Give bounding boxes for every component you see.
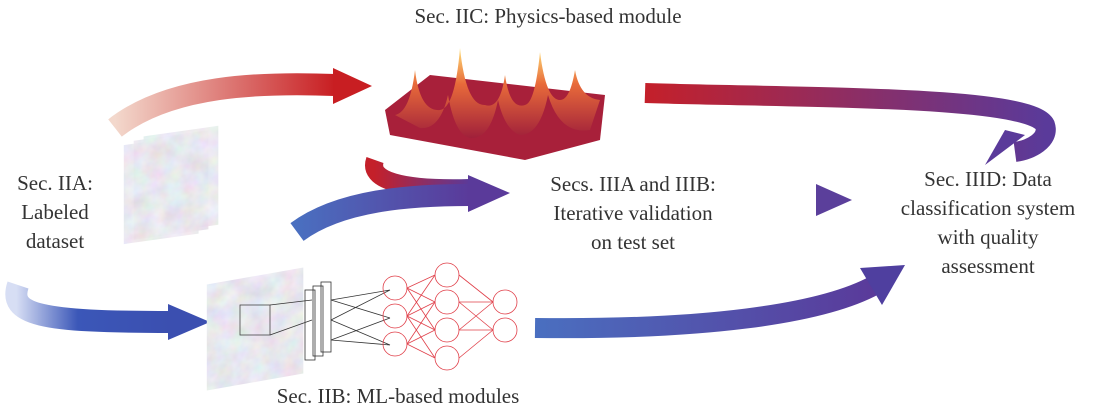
physics-surface: [385, 48, 605, 160]
node-label: with quality: [938, 225, 1039, 249]
arrows: [5, 68, 1056, 340]
dataset-stack: [130, 135, 212, 235]
node-label: Sec. IIB: ML-based modules: [277, 384, 520, 408]
node-label: Labeled: [21, 200, 89, 224]
ml-network: [214, 262, 518, 381]
node-label: Secs. IIIA and IIIB:: [550, 172, 716, 196]
node-label: assessment: [941, 254, 1034, 278]
node-label: Sec. IIC: Physics-based module: [414, 4, 681, 28]
node-label: dataset: [26, 229, 84, 253]
node-label: Iterative validation: [553, 201, 713, 225]
node-label: on test set: [591, 230, 675, 254]
node-label: Sec. IIA:: [17, 171, 93, 195]
node-label: Sec. IIID: Data: [924, 167, 1052, 191]
node-label: classification system: [901, 196, 1075, 220]
